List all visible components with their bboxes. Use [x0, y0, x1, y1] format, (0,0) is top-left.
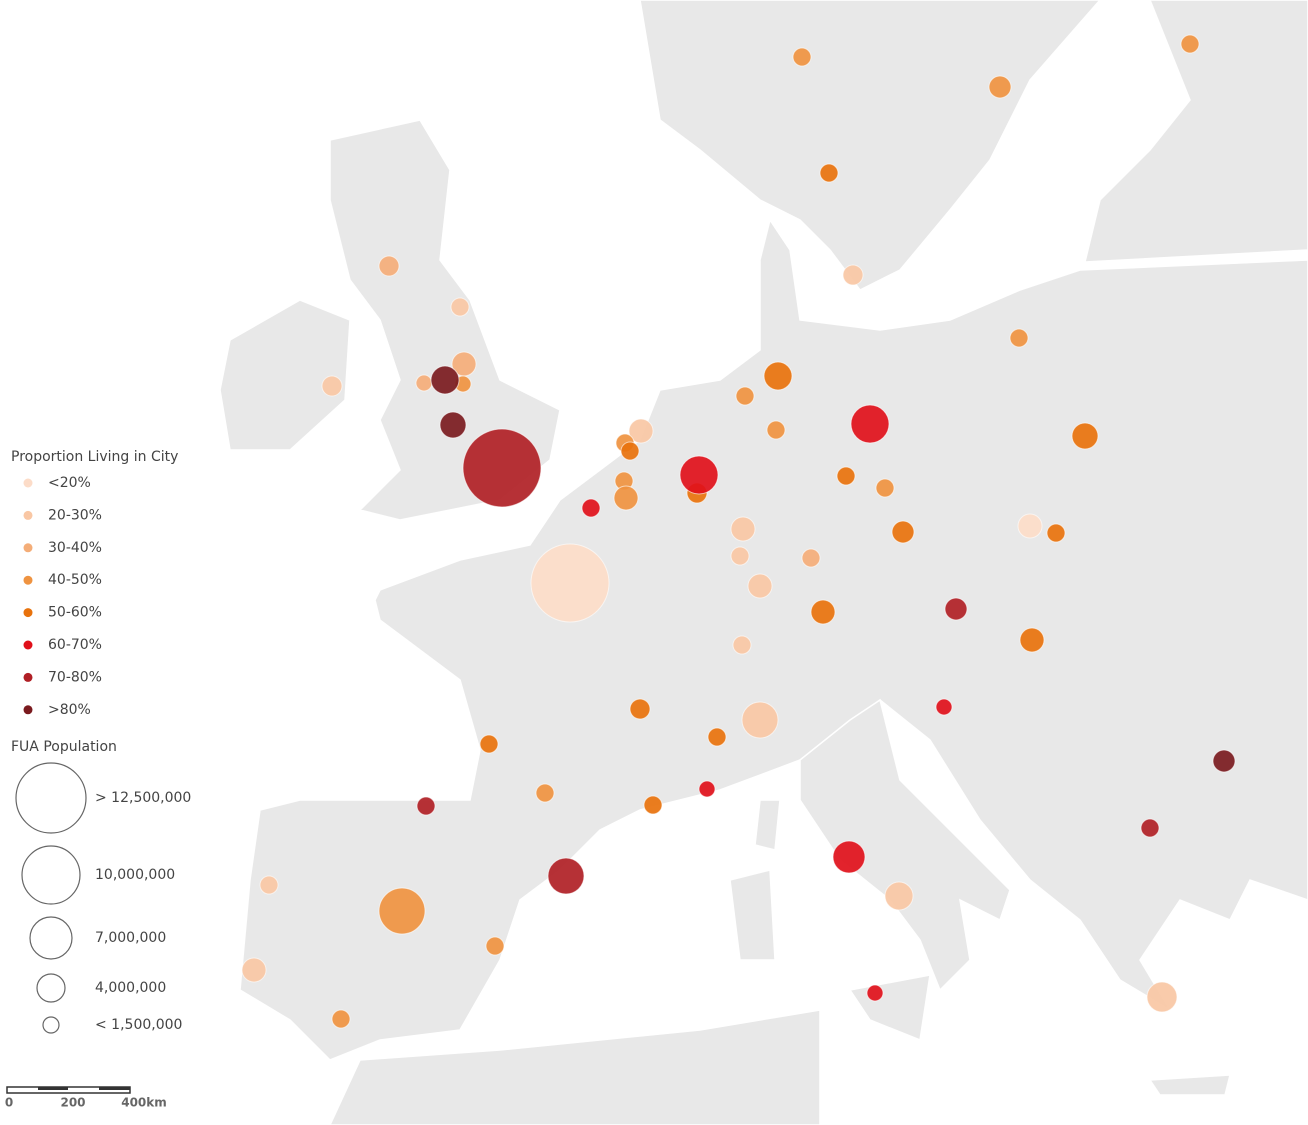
legend-label: 30-40% — [48, 540, 102, 556]
city-marker — [259, 875, 279, 895]
city-marker — [747, 573, 773, 599]
legend-label: 70-80% — [48, 669, 102, 685]
city-marker — [1180, 34, 1200, 54]
city-marker — [730, 516, 756, 542]
city-marker — [875, 478, 895, 498]
size-swatch — [21, 845, 81, 905]
city-marker — [935, 698, 953, 716]
city-marker — [613, 485, 639, 511]
city-marker — [1019, 627, 1045, 653]
city-marker — [1146, 981, 1178, 1013]
city-marker — [801, 548, 821, 568]
scale-label: 400km — [121, 1096, 167, 1110]
city-marker — [378, 887, 426, 935]
city-marker — [439, 411, 467, 439]
city-marker — [810, 599, 836, 625]
city-marker — [241, 957, 267, 983]
city-marker — [679, 455, 719, 495]
city-marker — [547, 857, 585, 895]
city-marker — [643, 795, 663, 815]
legend-swatch — [23, 543, 33, 553]
city-marker — [331, 1009, 351, 1029]
city-marker — [416, 796, 436, 816]
city-marker — [628, 418, 654, 444]
city-marker — [378, 255, 400, 277]
city-marker — [415, 374, 433, 392]
legend-label: 60-70% — [48, 637, 102, 653]
scale-bar-segment — [99, 1087, 130, 1090]
legend: Proportion Living in City FUA Population… — [11, 449, 191, 1034]
city-marker — [866, 984, 884, 1002]
legend-label: 40-50% — [48, 572, 102, 588]
city-marker — [891, 520, 915, 544]
city-marker — [832, 840, 866, 874]
city-marker — [462, 428, 542, 508]
city-marker — [321, 375, 343, 397]
legend-label: 50-60% — [48, 605, 102, 621]
city-marker — [1140, 818, 1160, 838]
legend-title: Proportion Living in City — [11, 449, 178, 465]
city-marker — [1017, 513, 1043, 539]
legend-label: >80% — [48, 702, 91, 718]
city-marker — [698, 780, 716, 798]
city-marker — [430, 365, 460, 395]
city-marker — [842, 264, 864, 286]
size-label: < 1,500,000 — [95, 1017, 182, 1033]
size-label: 10,000,000 — [95, 867, 175, 883]
city-marker — [988, 75, 1012, 99]
city-marker — [732, 635, 752, 655]
city-marker — [730, 546, 750, 566]
city-marker — [1009, 328, 1029, 348]
city-marker — [535, 783, 555, 803]
city-marker — [620, 441, 640, 461]
legend-swatch — [23, 608, 33, 618]
scale-bar: 0 200 400km — [5, 1086, 167, 1110]
land — [219, 0, 1308, 1125]
city-marker — [629, 698, 651, 720]
scale-bar-segment — [38, 1087, 68, 1090]
city-marker — [766, 420, 786, 440]
city-marker — [944, 597, 968, 621]
legend-label: <20% — [48, 475, 91, 491]
city-marker — [836, 466, 856, 486]
legend-swatch — [23, 640, 33, 650]
legend-swatch — [23, 478, 33, 488]
legend-swatch — [23, 672, 33, 682]
cities — [241, 34, 1236, 1029]
city-marker — [581, 498, 601, 518]
city-marker — [1046, 523, 1066, 543]
city-marker — [1071, 422, 1099, 450]
city-marker — [1212, 749, 1236, 773]
size-label: 7,000,000 — [95, 930, 166, 946]
legend-swatch — [23, 575, 33, 585]
size-swatch — [36, 973, 66, 1003]
scale-label: 0 — [5, 1096, 13, 1110]
city-marker — [707, 727, 727, 747]
size-swatch — [15, 762, 87, 834]
size-legend-title: FUA Population — [11, 739, 117, 755]
city-marker — [485, 936, 505, 956]
city-marker — [735, 386, 755, 406]
city-marker — [450, 297, 470, 317]
scale-label: 200 — [60, 1096, 85, 1110]
size-label: 4,000,000 — [95, 980, 166, 996]
legend-label: 20-30% — [48, 507, 102, 523]
legend-swatch — [23, 705, 33, 715]
size-swatch — [42, 1016, 60, 1034]
city-marker — [763, 361, 793, 391]
city-marker — [530, 543, 610, 623]
city-marker — [792, 47, 812, 67]
city-marker — [479, 734, 499, 754]
size-swatch — [29, 916, 73, 960]
city-marker — [741, 701, 779, 739]
city-marker — [884, 881, 914, 911]
size-label: > 12,500,000 — [95, 790, 191, 806]
city-marker — [819, 163, 839, 183]
legend-swatch — [23, 510, 33, 520]
city-marker — [850, 404, 890, 444]
